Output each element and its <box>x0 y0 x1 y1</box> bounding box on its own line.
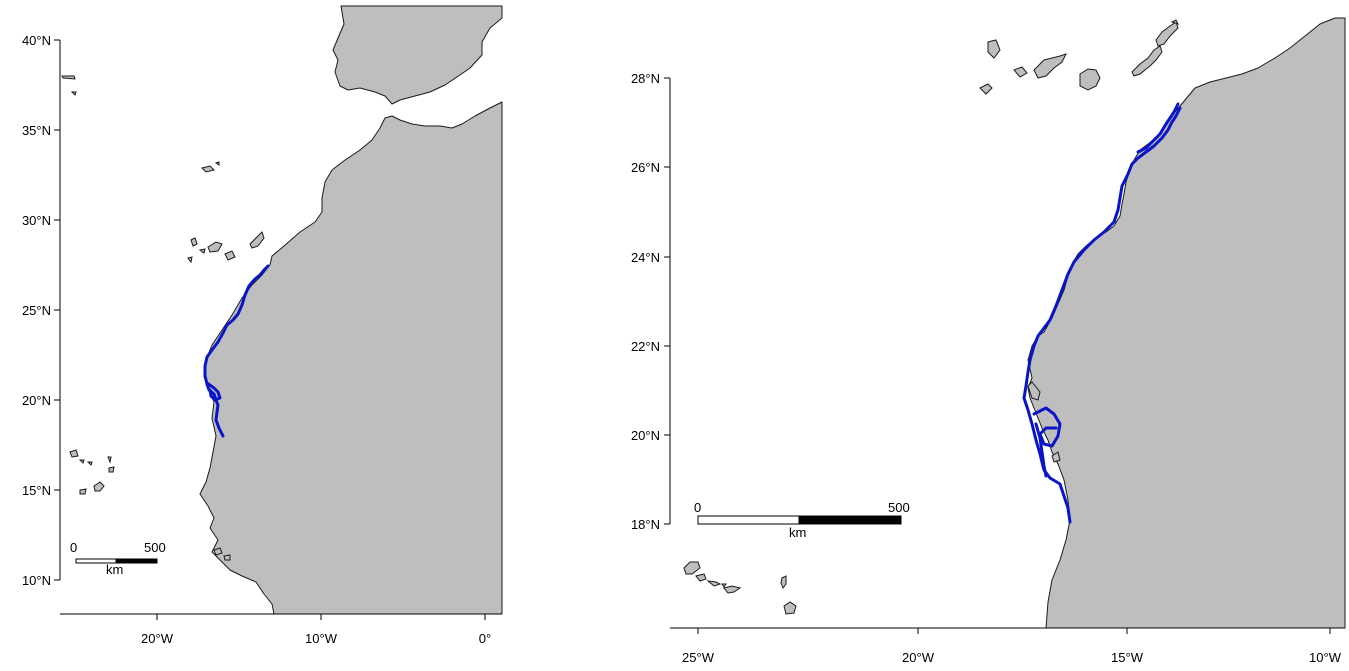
santa-luzia-island <box>721 583 727 588</box>
left-y-ticks: 40°N 35°N 30°N 25°N 20°N 15°N 10°N <box>22 33 60 588</box>
arguin-island <box>1051 451 1061 463</box>
cape-verde-island <box>93 481 105 492</box>
canary-island <box>187 256 193 264</box>
left-y-tick-label: 40°N <box>22 33 51 48</box>
right-x-tick-label: 10°W <box>1309 650 1342 665</box>
cape-verde-island <box>78 459 85 464</box>
cape-verde-island <box>86 461 93 466</box>
right-y-tick-label: 28°N <box>631 71 660 86</box>
iberia-landmass <box>332 5 503 105</box>
scalebar-zero-label: 0 <box>694 500 701 515</box>
azores-island <box>70 91 77 96</box>
vessel-track-zoom <box>1022 106 1182 524</box>
left-x-tick-label: 20°W <box>141 631 174 646</box>
scalebar-unit-label: km <box>789 525 806 540</box>
azores-island <box>61 75 76 80</box>
el-hierro-island <box>979 83 993 95</box>
left-x-tick-label: 0° <box>479 631 491 646</box>
scalebar-max-label: 500 <box>144 540 166 555</box>
scalebar-max-label: 500 <box>888 500 910 515</box>
left-y-tick-label: 20°N <box>22 393 51 408</box>
vessel-track-zoom-north <box>1136 102 1180 154</box>
left-y-tick-label: 30°N <box>22 213 51 228</box>
canary-island <box>190 237 198 247</box>
right-y-tick-label: 24°N <box>631 250 660 265</box>
la-gomera-island <box>1013 66 1028 78</box>
right-y-tick-label: 22°N <box>631 339 660 354</box>
cape-verde-island <box>69 449 79 458</box>
boa-vista-island <box>783 601 797 615</box>
right-x-tick-label: 15°W <box>1111 650 1144 665</box>
sal-island-small <box>723 585 742 594</box>
africa-landmass <box>199 101 503 615</box>
vessel-track-zoom-branch <box>1034 422 1048 478</box>
scalebar-zero-label: 0 <box>70 540 77 555</box>
sal-island <box>780 575 787 590</box>
right-scalebar: 0 500 km <box>694 500 910 540</box>
la-palma-island <box>987 39 1001 59</box>
left-y-tick-label: 15°N <box>22 483 51 498</box>
cape-verde-island <box>79 488 87 495</box>
right-y-tick-label: 26°N <box>631 160 660 175</box>
left-x-ticks: 20°W 10°W 0° <box>141 614 491 646</box>
left-map: 40°N 35°N 30°N 25°N 20°N 15°N 10°N 20°W … <box>22 5 503 646</box>
gran-canaria-island <box>1079 68 1101 91</box>
cape-verde-island <box>107 456 112 464</box>
vessel-track-zoom-loop <box>1032 406 1062 448</box>
right-y-tick-label: 18°N <box>631 517 660 532</box>
tenerife-island <box>1033 53 1067 79</box>
right-x-tick-label: 25°W <box>682 650 715 665</box>
canary-island <box>207 241 223 253</box>
right-x-ticks: 25°W 20°W 15°W 10°W <box>682 628 1342 665</box>
cape-verde-island <box>108 466 115 473</box>
scalebar-unit-label: km <box>106 562 123 577</box>
porto-santo-island <box>214 161 220 166</box>
left-x-tick-label: 10°W <box>305 631 338 646</box>
right-map: 28°N 26°N 24°N 22°N 20°N 18°N 25°W 20°W … <box>631 17 1346 665</box>
canary-island <box>224 250 236 261</box>
bijagos-island <box>213 547 223 556</box>
madeira-island <box>201 165 215 173</box>
right-y-ticks: 28°N 26°N 24°N 22°N 20°N 18°N <box>631 71 670 532</box>
sao-nicolau-island <box>706 580 722 587</box>
sao-vicente-island <box>695 573 707 582</box>
left-y-tick-label: 35°N <box>22 123 51 138</box>
canary-island <box>198 248 206 254</box>
vessel-track <box>203 264 270 438</box>
right-y-tick-label: 20°N <box>631 428 660 443</box>
cap-blanc-peninsula <box>1027 381 1041 401</box>
left-y-tick-label: 10°N <box>22 573 51 588</box>
left-y-tick-label: 25°N <box>22 303 51 318</box>
lanzarote-island <box>1155 21 1179 47</box>
africa-landmass-zoom <box>1027 17 1346 629</box>
bijagos-island <box>223 554 231 561</box>
left-scalebar: 0 500 km <box>70 540 166 577</box>
right-x-tick-label: 20°W <box>902 650 935 665</box>
graciosa-island <box>1170 19 1179 25</box>
vessel-track-loop <box>205 381 222 402</box>
santo-antao-island <box>683 561 701 575</box>
canary-island <box>249 231 265 249</box>
fuerteventura-island <box>1131 45 1163 77</box>
